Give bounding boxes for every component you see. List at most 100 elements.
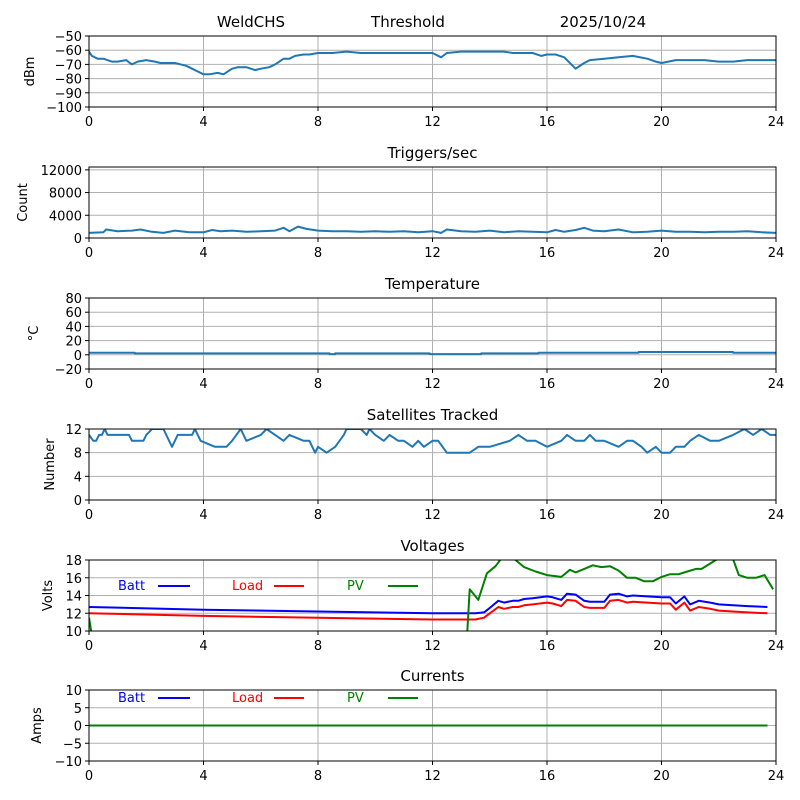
chart-title: Satellites Tracked: [367, 406, 498, 424]
x-tick-label: 4: [199, 639, 207, 654]
x-tick-label: 16: [539, 246, 556, 261]
y-tick-label: −90: [55, 87, 82, 102]
chart-title: Triggers/sec: [387, 144, 478, 162]
y-tick-label: 14: [65, 590, 82, 605]
y-tick-label: 8: [74, 447, 82, 462]
x-tick-label: 20: [653, 769, 670, 784]
x-tick-label: 20: [653, 377, 670, 392]
y-tick-label: 40: [65, 320, 82, 335]
grid: [88, 167, 777, 239]
legend-label-batt: Batt: [118, 579, 145, 594]
grid: [88, 297, 777, 370]
x-tick-label: 16: [539, 377, 556, 392]
x-tick-label: 16: [539, 639, 556, 654]
y-tick-label: −100: [46, 101, 82, 116]
x-tick-label: 4: [199, 377, 207, 392]
x-tick-label: 0: [85, 508, 93, 523]
y-axis-label: °C: [27, 326, 42, 342]
y-tick-label: 5: [74, 702, 82, 717]
x-tick-label: 24: [768, 769, 785, 784]
x-tick-label: 8: [314, 115, 322, 130]
legend-label-load: Load: [232, 691, 263, 706]
series-line-triggers: [89, 225, 776, 234]
x-tick-label: 0: [85, 639, 93, 654]
x-tick-label: 24: [768, 115, 785, 130]
x-tick-label: 12: [424, 115, 441, 130]
chart-title: Currents: [400, 667, 464, 685]
y-tick-label: −50: [55, 30, 82, 45]
date-label: 2025/10/24: [560, 13, 646, 31]
x-tick-label: 0: [85, 377, 93, 392]
panel-currents: 0 4 8 12 16 20 24 −10 −5 0 5 10 Currents Amps Batt Load…: [30, 667, 784, 784]
x-tick-label: 8: [314, 508, 322, 523]
x-tick-label: 24: [768, 508, 785, 523]
y-tick-label: 4: [74, 470, 82, 485]
y-tick-label: 8000: [49, 187, 82, 202]
series-line-satellites: [89, 429, 776, 454]
y-tick-label: −70: [55, 58, 82, 73]
y-tick-label: 20: [65, 335, 82, 350]
x-tick-label: 0: [85, 769, 93, 784]
y-tick-label: 0: [74, 494, 82, 509]
y-axis-label: Number: [43, 438, 58, 491]
y-tick-label: 0: [74, 232, 82, 247]
legend-label-pv: PV: [347, 691, 364, 706]
x-tick-label: 8: [314, 377, 322, 392]
y-tick-label: −10: [55, 755, 82, 770]
x-tick-label: 20: [653, 115, 670, 130]
x-tick-label: 4: [199, 246, 207, 261]
x-tick-label: 16: [539, 769, 556, 784]
x-tick-label: 20: [653, 508, 670, 523]
y-tick-label: 12: [65, 607, 82, 622]
panel-voltages: 0 4 8 12 16 20 24 10 12 14 16 18 Voltages Volts Batt Lo…: [41, 537, 784, 654]
x-tick-label: 12: [424, 769, 441, 784]
series-line-temperature: [89, 351, 776, 356]
y-tick-label: −80: [55, 73, 82, 88]
y-tick-label: 12: [65, 423, 82, 438]
legend-label-pv: PV: [347, 579, 364, 594]
legend-label-batt: Batt: [118, 691, 145, 706]
x-tick-label: 8: [314, 769, 322, 784]
x-tick-label: 16: [539, 508, 556, 523]
grid: [88, 35, 777, 108]
y-tick-label: 0: [74, 720, 82, 735]
y-tick-label: 0: [74, 349, 82, 364]
x-tick-label: 8: [314, 639, 322, 654]
y-tick-label: 18: [65, 554, 82, 569]
x-tick-label: 24: [768, 639, 785, 654]
station-name: WeldCHS: [217, 13, 285, 31]
series-line-pv: [89, 560, 774, 631]
y-tick-label: −20: [55, 363, 82, 378]
figure-header: WeldCHS Threshold 2025/10/24: [217, 13, 646, 31]
y-axis-label: Amps: [30, 707, 45, 744]
mode-label: Threshold: [370, 13, 445, 31]
x-tick-label: 24: [768, 246, 785, 261]
series-line-rssi: [89, 50, 776, 76]
y-tick-label: −60: [55, 44, 82, 59]
x-tick-label: 0: [85, 246, 93, 261]
panel-satellites: 0 4 8 12 16 20 24 0 4 8 12 Satellites Tracked Number: [43, 406, 784, 523]
x-tick-label: 20: [653, 639, 670, 654]
x-tick-label: 12: [424, 377, 441, 392]
x-tick-label: 12: [424, 508, 441, 523]
x-tick-label: 8: [314, 246, 322, 261]
y-tick-label: 10: [65, 625, 82, 640]
y-tick-label: 60: [65, 306, 82, 321]
x-tick-label: 4: [199, 508, 207, 523]
y-tick-label: 12000: [41, 164, 82, 179]
x-tick-label: 0: [85, 115, 93, 130]
x-tick-label: 16: [539, 115, 556, 130]
x-tick-label: 24: [768, 377, 785, 392]
x-tick-label: 4: [199, 769, 207, 784]
chart-title: Temperature: [384, 275, 480, 293]
x-tick-label: 4: [199, 115, 207, 130]
y-tick-label: 10: [65, 684, 82, 699]
series-line-batt: [89, 592, 768, 615]
y-axis-label: Volts: [41, 580, 56, 612]
y-tick-label: 80: [65, 292, 82, 307]
legend-label-load: Load: [232, 579, 263, 594]
series-line-load: [89, 598, 768, 621]
panel-triggers: 0 4 8 12 16 20 24 0 4000 8000 12000 Triggers/sec Cou…: [16, 144, 784, 261]
